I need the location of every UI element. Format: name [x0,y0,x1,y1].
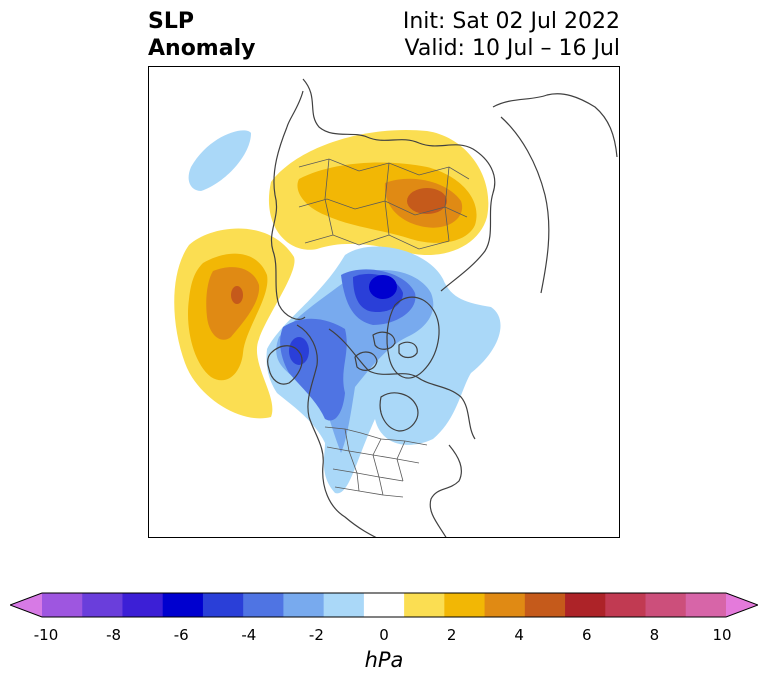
colorbar-cell [484,593,526,617]
colorbar-cell [122,593,164,617]
colorbar-cell [243,593,284,617]
colorbar-cell [82,593,123,617]
colorbar-units: hPa [364,648,404,672]
colorbar-cell [605,593,647,617]
colorbar [10,592,758,618]
init-date: Init: Sat 02 Jul 2022 [402,9,620,34]
colorbar-tick-label: -6 [173,626,189,644]
date-info: Init: Sat 02 Jul 2022 Valid: 10 Jul – 16… [403,8,620,62]
colorbar-tick-label: -2 [308,626,324,644]
colorbar-cell [524,593,566,617]
valid-range: Valid: 10 Jul – 16 Jul [404,36,620,61]
map-title: SLP Anomaly [148,8,255,62]
colorbar-tick-label: -10 [33,626,59,644]
colorbar-cell [283,593,325,617]
colorbar-cell [685,593,727,617]
colorbar-cell [645,593,687,617]
colorbar-tick-label: 4 [514,626,524,644]
colorbar-tick-label: -8 [106,626,122,644]
colorbar-cell [404,593,445,617]
colorbar-tick-label: 10 [712,626,732,644]
colorbar-extend-high [726,593,758,617]
colorbar-tick-label: -4 [241,626,257,644]
positive-anomaly-eurasia [268,129,489,256]
colorbar-cell [162,593,204,617]
colorbar-extend-low [10,593,42,617]
colorbar-cell [202,593,244,617]
colorbar-tick-label: 6 [582,626,592,644]
colorbar-tick-label: 2 [446,626,457,644]
title-line-1: SLP [148,9,194,34]
positive-anomaly-pacific [174,228,295,419]
negative-anomaly-arctic [266,246,501,494]
colorbar-tick-label: 0 [379,626,389,644]
colorbar-cell [323,593,365,617]
colorbar-cell [42,593,83,617]
anomaly-map [148,66,620,538]
title-line-2: Anomaly [148,36,256,61]
colorbar-cell [444,593,486,617]
colorbar-cell [363,593,405,617]
colorbar-cell [565,593,606,617]
coastlines [267,78,618,537]
political-borders [298,158,470,498]
negative-anomaly-atlantic [188,130,251,191]
colorbar-tick-label: 8 [649,626,660,644]
map-canvas [174,78,618,537]
